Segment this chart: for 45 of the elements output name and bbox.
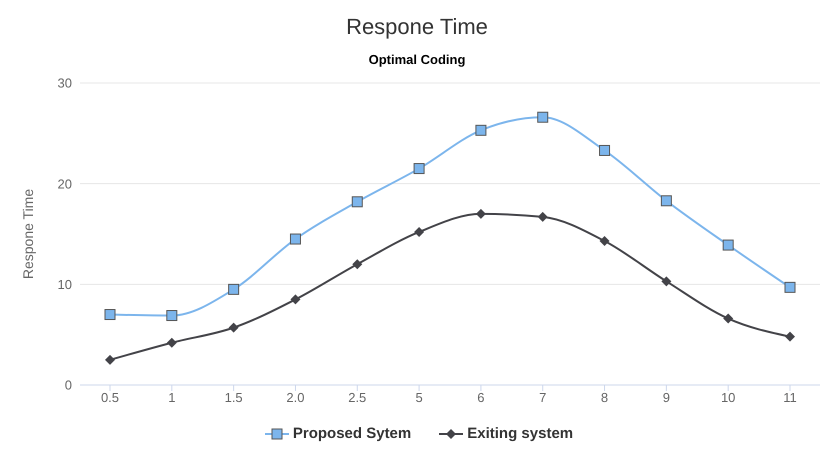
x-tick-label: 1.5	[224, 390, 243, 406]
x-tick-label: 10	[720, 390, 736, 406]
point	[476, 208, 486, 219]
x-tick-label: 11	[783, 390, 797, 406]
x-tick-label: 8	[600, 390, 608, 406]
point	[166, 338, 177, 348]
point	[290, 234, 301, 245]
point	[414, 163, 425, 174]
point	[228, 284, 240, 295]
y-tick-label: 20	[58, 176, 72, 192]
point	[414, 226, 424, 237]
point	[104, 309, 116, 320]
y-tick-label: 10	[58, 276, 72, 292]
point	[722, 240, 734, 251]
point	[784, 282, 796, 293]
legend-label: Exiting system	[466, 425, 574, 442]
point	[537, 112, 548, 123]
chart-title: Respone Time	[345, 14, 489, 40]
point	[785, 332, 795, 342]
y-tick-label: 30	[58, 76, 72, 91]
point	[166, 310, 178, 322]
point	[600, 236, 610, 246]
point	[290, 294, 300, 304]
point	[475, 124, 486, 136]
x-tick-label: 5	[415, 390, 423, 406]
point	[538, 212, 548, 222]
point	[599, 144, 610, 156]
y-tick-label: 0	[64, 378, 72, 393]
x-tick-label: 2.0	[286, 390, 304, 406]
point	[723, 314, 734, 324]
point	[661, 276, 672, 286]
x-tick-label: 0.5	[100, 390, 120, 406]
x-tick-label: 1	[168, 390, 176, 406]
x-tick-label: 2.5	[348, 390, 366, 406]
point	[352, 196, 363, 208]
x-tick-label: 7	[539, 390, 546, 406]
y-axis-title: Respone Time	[20, 188, 36, 280]
point	[228, 322, 239, 333]
x-tick-label: 9	[662, 390, 670, 406]
point	[352, 259, 362, 270]
point	[105, 354, 115, 365]
chart-subtitle: Optimal Coding	[368, 52, 466, 67]
legend-label: Proposed Sytem	[292, 425, 412, 442]
x-tick-label: 6	[477, 390, 485, 406]
point	[660, 195, 672, 206]
